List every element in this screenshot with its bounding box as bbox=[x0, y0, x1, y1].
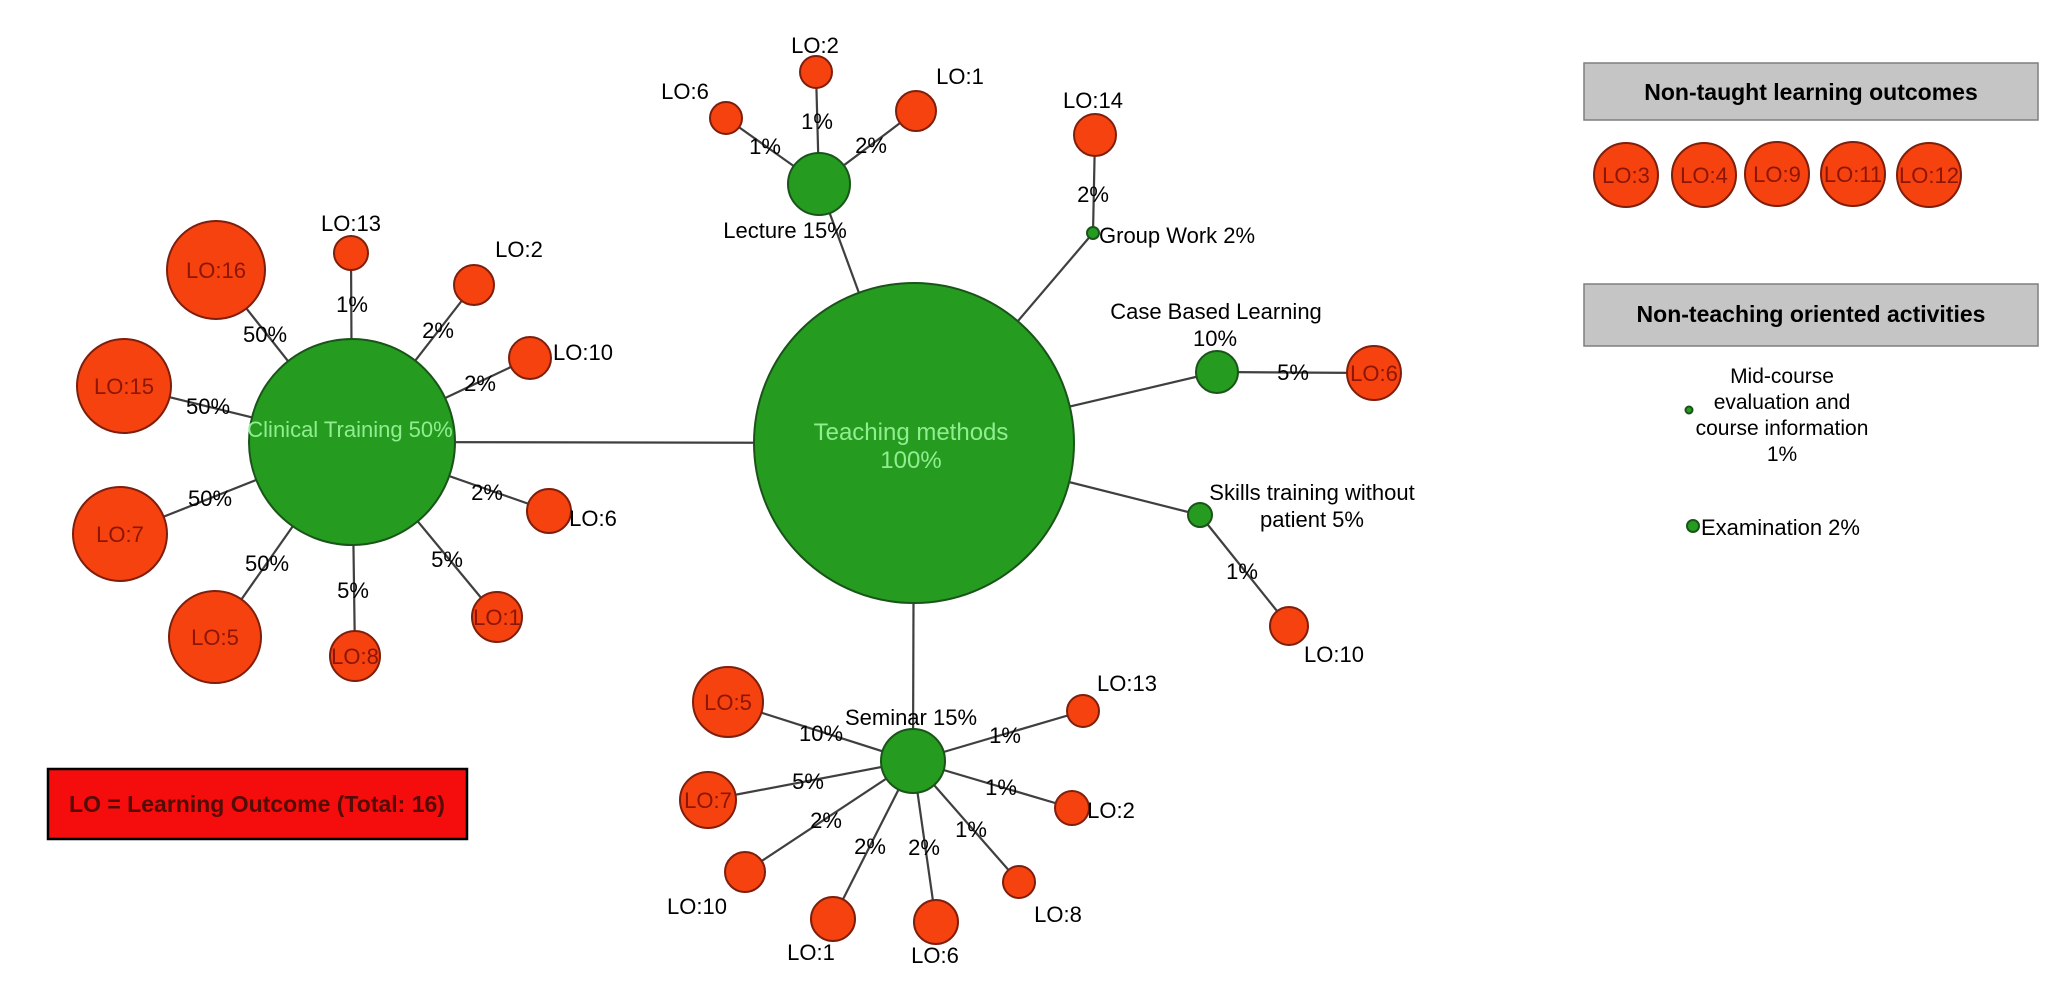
svg-text:LO = Learning Outcome (Total:: LO = Learning Outcome (Total: 16) bbox=[69, 791, 445, 817]
svg-text:LO:11: LO:11 bbox=[1824, 162, 1882, 187]
svg-text:Group Work 2%: Group Work 2% bbox=[1099, 223, 1255, 248]
svg-text:Non-taught learning outcomes: Non-taught learning outcomes bbox=[1644, 79, 1978, 105]
svg-text:1%: 1% bbox=[985, 775, 1017, 800]
svg-text:5%: 5% bbox=[337, 578, 369, 603]
svg-text:LO:3: LO:3 bbox=[1602, 163, 1650, 188]
svg-text:LO:7: LO:7 bbox=[684, 788, 732, 813]
svg-text:1%: 1% bbox=[955, 817, 987, 842]
svg-text:5%: 5% bbox=[1277, 360, 1309, 385]
svg-text:LO:9: LO:9 bbox=[1753, 162, 1801, 187]
svg-text:Teaching methods: Teaching methods bbox=[814, 419, 1009, 446]
svg-text:5%: 5% bbox=[431, 547, 463, 572]
svg-text:LO:14: LO:14 bbox=[1063, 88, 1123, 113]
svg-text:LO:8: LO:8 bbox=[331, 644, 379, 669]
svg-text:2%: 2% bbox=[464, 371, 496, 396]
svg-text:Seminar 15%: Seminar 15% bbox=[845, 705, 977, 730]
svg-text:LO:6: LO:6 bbox=[661, 79, 709, 104]
svg-text:1%: 1% bbox=[1767, 443, 1797, 466]
svg-text:Lecture 15%: Lecture 15% bbox=[723, 218, 847, 243]
svg-text:LO:10: LO:10 bbox=[1304, 642, 1364, 667]
svg-text:Examination 2%: Examination 2% bbox=[1701, 515, 1860, 540]
svg-text:LO:1: LO:1 bbox=[473, 605, 521, 630]
svg-text:2%: 2% bbox=[471, 480, 503, 505]
svg-text:course information: course information bbox=[1696, 417, 1869, 440]
svg-text:Skills training without: Skills training without bbox=[1209, 480, 1414, 505]
svg-text:2%: 2% bbox=[422, 318, 454, 343]
svg-text:50%: 50% bbox=[245, 551, 289, 576]
svg-text:LO:2: LO:2 bbox=[791, 33, 839, 58]
svg-text:LO:6: LO:6 bbox=[1350, 361, 1398, 386]
svg-text:100%: 100% bbox=[880, 447, 941, 474]
svg-text:Mid-course: Mid-course bbox=[1730, 365, 1834, 388]
svg-text:10%: 10% bbox=[1193, 326, 1237, 351]
svg-text:LO:8: LO:8 bbox=[1034, 902, 1082, 927]
svg-text:Case Based Learning: Case Based Learning bbox=[1110, 299, 1322, 324]
svg-text:patient 5%: patient 5% bbox=[1260, 507, 1364, 532]
svg-text:2%: 2% bbox=[908, 835, 940, 860]
svg-text:Non-teaching oriented activiti: Non-teaching oriented activities bbox=[1637, 301, 1986, 327]
svg-text:LO:6: LO:6 bbox=[911, 943, 959, 968]
svg-text:LO:16: LO:16 bbox=[186, 258, 246, 283]
svg-text:2%: 2% bbox=[1077, 182, 1109, 207]
svg-text:50%: 50% bbox=[243, 322, 287, 347]
svg-text:LO:1: LO:1 bbox=[936, 64, 984, 89]
svg-text:LO:4: LO:4 bbox=[1680, 163, 1728, 188]
svg-text:1%: 1% bbox=[801, 109, 833, 134]
svg-text:1%: 1% bbox=[1226, 559, 1258, 584]
svg-text:LO:13: LO:13 bbox=[1097, 671, 1157, 696]
svg-text:2%: 2% bbox=[810, 808, 842, 833]
svg-text:1%: 1% bbox=[336, 292, 368, 317]
svg-text:LO:2: LO:2 bbox=[1087, 798, 1135, 823]
svg-text:LO:10: LO:10 bbox=[667, 894, 727, 919]
svg-text:Clinical Training 50%: Clinical Training 50% bbox=[247, 417, 452, 442]
svg-text:2%: 2% bbox=[855, 133, 887, 158]
svg-text:LO:12: LO:12 bbox=[1899, 163, 1959, 188]
svg-text:LO:13: LO:13 bbox=[321, 211, 381, 236]
svg-text:1%: 1% bbox=[989, 723, 1021, 748]
svg-text:LO:2: LO:2 bbox=[495, 237, 543, 262]
svg-text:LO:10: LO:10 bbox=[553, 340, 613, 365]
svg-text:LO:5: LO:5 bbox=[704, 690, 752, 715]
svg-text:LO:7: LO:7 bbox=[96, 522, 144, 547]
svg-text:LO:1: LO:1 bbox=[787, 940, 835, 965]
svg-text:5%: 5% bbox=[792, 769, 824, 794]
svg-text:LO:15: LO:15 bbox=[94, 374, 154, 399]
svg-text:50%: 50% bbox=[186, 394, 230, 419]
svg-text:2%: 2% bbox=[854, 834, 886, 859]
svg-text:evaluation and: evaluation and bbox=[1714, 391, 1851, 414]
svg-text:LO:5: LO:5 bbox=[191, 625, 239, 650]
svg-text:LO:6: LO:6 bbox=[569, 506, 617, 531]
svg-text:1%: 1% bbox=[749, 134, 781, 159]
svg-text:50%: 50% bbox=[188, 486, 232, 511]
svg-text:10%: 10% bbox=[799, 721, 843, 746]
